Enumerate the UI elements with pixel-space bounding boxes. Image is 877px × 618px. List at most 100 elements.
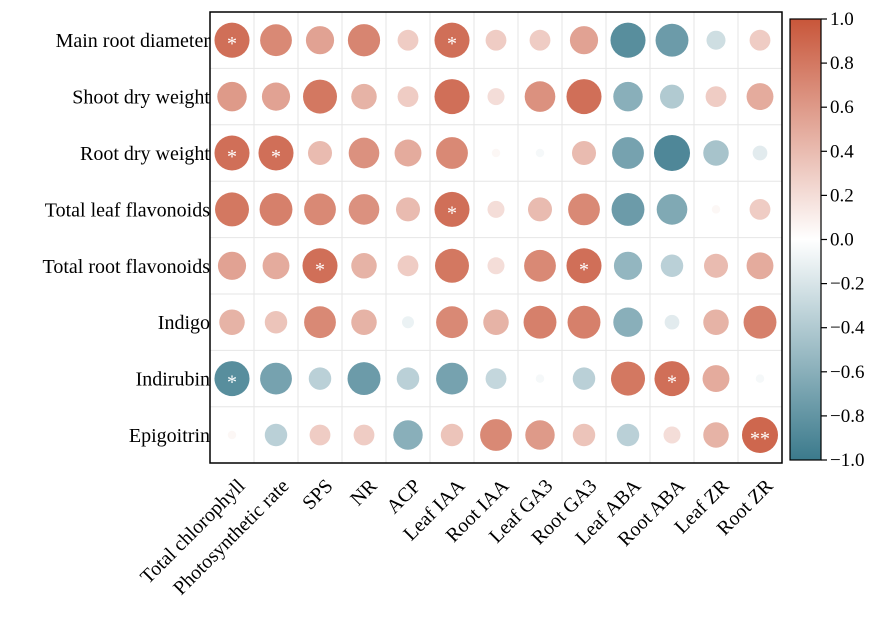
bubble (351, 83, 377, 110)
bubble (304, 306, 336, 339)
bubble (262, 252, 290, 280)
bubble (711, 205, 721, 214)
bubble (219, 309, 245, 335)
colorbar-tick-label: −1.0 (830, 450, 864, 471)
colorbar-gradient (789, 18, 822, 461)
row-label: Indigo (158, 312, 210, 334)
bubble (440, 423, 464, 447)
column-label: SPS (298, 475, 337, 514)
bubble (396, 367, 420, 390)
bubble (611, 192, 645, 226)
row-label: Shoot dry weight (72, 87, 210, 109)
colorbar-tick-label: 1.0 (830, 9, 854, 30)
bubble (741, 416, 779, 454)
bubble (746, 83, 774, 111)
bubble (746, 252, 774, 280)
bubble (483, 309, 509, 335)
row-label: Root dry weight (80, 143, 210, 165)
colorbar-tick-label: 0.8 (830, 53, 854, 74)
bubble (660, 254, 684, 278)
bubble (572, 423, 596, 447)
bubble (527, 197, 553, 222)
bubble (264, 310, 288, 334)
bubble (394, 139, 422, 167)
bubble (487, 257, 505, 275)
significance-mark: * (667, 372, 677, 394)
row-label: Total root flavonoids (43, 256, 211, 278)
significance-mark: * (227, 33, 237, 55)
row-label: Epigoitrin (129, 425, 210, 447)
colorbar-tick-label: −0.2 (830, 274, 864, 295)
colorbar-tick-label: −0.8 (830, 406, 864, 427)
bubble (217, 81, 247, 112)
bubble (401, 316, 415, 329)
bubble (664, 314, 680, 330)
bubble (487, 88, 505, 106)
bubble (705, 86, 727, 108)
bubble (348, 194, 380, 225)
bubble (749, 198, 771, 220)
bubble (616, 423, 640, 447)
significance-mark: * (447, 202, 457, 224)
bubble (524, 81, 556, 112)
bubble (755, 374, 765, 383)
bubble (703, 309, 729, 335)
significance-mark: * (271, 146, 281, 168)
colorbar-tick-label: −0.4 (830, 318, 865, 339)
bubble (655, 23, 689, 57)
bubble (566, 79, 602, 115)
bubble (529, 29, 551, 51)
bubble (258, 135, 294, 171)
bubble (351, 309, 377, 335)
colorbar: 1.0 0.8 0.6 0.4 0.2 0.0 −0.2 −0.4 −0.6 −0.8 −1.0 (789, 9, 865, 471)
bubble (436, 137, 468, 169)
column-label: NR (346, 475, 382, 511)
bubble (659, 84, 685, 109)
bubble (656, 194, 688, 225)
bubbles (214, 22, 779, 454)
bubble (485, 368, 507, 390)
significance-mark: * (579, 259, 589, 281)
bubble (435, 248, 469, 283)
colorbar-tick-label: 0.0 (830, 230, 854, 251)
bubble (214, 22, 250, 58)
row-label: Total leaf flavonoids (45, 199, 210, 221)
bubble (393, 420, 423, 450)
bubble (304, 193, 336, 226)
row-label: Main root diameter (56, 30, 211, 52)
bubble (654, 361, 690, 397)
bubble (353, 424, 375, 446)
bubble (535, 148, 545, 158)
significance-mark: * (447, 33, 457, 55)
bubble (217, 251, 247, 280)
bubble (302, 248, 338, 284)
bubble (261, 82, 291, 111)
bubble (702, 365, 730, 393)
bubble (752, 145, 768, 161)
bubble (397, 255, 419, 277)
bubble (260, 362, 292, 395)
row-label: Indirubin (136, 369, 210, 391)
bubble (308, 367, 332, 390)
significance-mark: * (227, 372, 237, 394)
bubble (307, 140, 333, 166)
bubble (610, 22, 646, 58)
bubble (436, 362, 468, 395)
bubble (567, 305, 601, 339)
colorbar-tick-label: 0.6 (830, 97, 854, 118)
bubble (613, 307, 643, 337)
bubble (485, 29, 507, 51)
significance-mark: * (227, 146, 237, 168)
bubble (309, 424, 331, 446)
bubble (525, 420, 555, 450)
bubble (305, 26, 335, 55)
bubble (611, 361, 645, 396)
bubble (259, 192, 293, 226)
bubble (703, 140, 729, 166)
bubble (480, 419, 512, 451)
bubble (260, 24, 292, 57)
bubble (397, 29, 419, 51)
bubble (434, 79, 470, 115)
